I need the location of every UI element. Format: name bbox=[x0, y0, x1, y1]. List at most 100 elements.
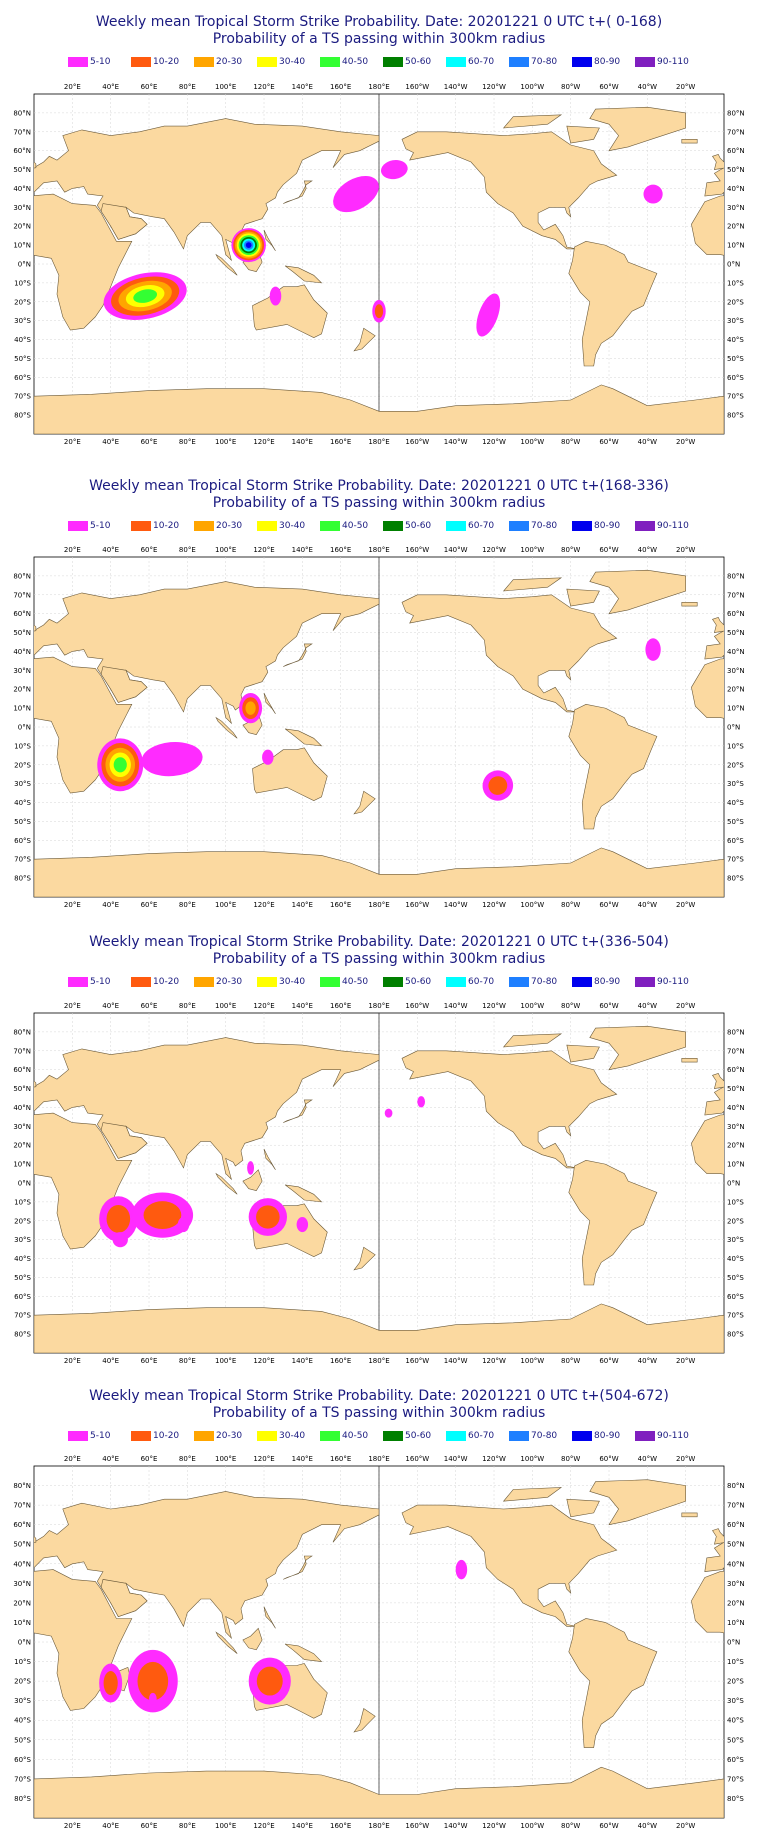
lat-tick-label: 20°S bbox=[727, 298, 744, 306]
lon-tick-label: 40°E bbox=[102, 83, 119, 91]
panel-2: Weekly mean Tropical Storm Strike Probab… bbox=[0, 456, 758, 909]
lon-tick-label: 120°E bbox=[253, 1002, 274, 1010]
lon-tick-label: 100°E bbox=[215, 83, 236, 91]
lat-tick-label: 50°S bbox=[14, 1274, 31, 1282]
lat-tick-label: 0°N bbox=[18, 724, 31, 732]
legend-label: 50-60 bbox=[405, 521, 432, 531]
lon-tick-label: 60°W bbox=[599, 1002, 618, 1010]
lat-tick-label: 60°S bbox=[14, 374, 31, 382]
panel-4: Weekly mean Tropical Storm Strike Probab… bbox=[0, 1368, 758, 1838]
legend-label: 20-30 bbox=[216, 977, 243, 987]
lon-tick-label: 60°W bbox=[599, 546, 618, 554]
lon-tick-label: 60°E bbox=[141, 438, 158, 446]
axis-labels: 20°E 20°E 40°E 40°E 60°E 60°E 80°E 80°E 100°E 100… bbox=[13, 1455, 744, 1830]
legend-swatch bbox=[572, 977, 592, 987]
legend-label: 20-30 bbox=[216, 1431, 243, 1441]
lat-tick-label: 70°S bbox=[727, 393, 744, 401]
lon-tick-label: 140°E bbox=[292, 83, 313, 91]
lat-tick-label: 20°S bbox=[727, 1217, 744, 1225]
storm-probability-area bbox=[97, 738, 144, 792]
legend-swatch bbox=[383, 1431, 403, 1441]
lon-tick-label: 120°E bbox=[253, 438, 274, 446]
lon-tick-label: 80°E bbox=[179, 1455, 196, 1463]
lat-tick-label: 60°N bbox=[727, 1521, 745, 1529]
lon-tick-label: 160°W bbox=[405, 438, 429, 446]
contour bbox=[296, 1216, 309, 1233]
lat-tick-label: 10°N bbox=[13, 242, 31, 250]
contour bbox=[256, 1666, 283, 1696]
contour bbox=[476, 293, 501, 337]
lat-tick-label: 40°N bbox=[13, 185, 31, 193]
landmass bbox=[568, 1618, 658, 1748]
lat-tick-label: 20°N bbox=[13, 1142, 31, 1150]
lon-tick-label: 20°E bbox=[64, 1822, 81, 1830]
lon-tick-label: 60°W bbox=[599, 1455, 618, 1463]
probability-layer bbox=[99, 1096, 425, 1248]
panel-subtitle: Probability of a TS passing within 300km… bbox=[212, 31, 546, 47]
contour bbox=[141, 741, 203, 777]
lat-tick-label: 80°N bbox=[727, 109, 745, 117]
lat-tick-label: 30°S bbox=[14, 1697, 31, 1705]
lat-tick-label: 80°S bbox=[14, 875, 31, 883]
lon-tick-label: 80°E bbox=[179, 1822, 196, 1830]
legend-swatch bbox=[446, 521, 466, 531]
lon-tick-label: 40°W bbox=[638, 438, 657, 446]
legend-swatch bbox=[509, 977, 529, 987]
lon-tick-label: 180°E bbox=[368, 438, 389, 446]
map: 20°E 20°E 40°E 40°E 60°E 60°E 80°E 80°E 100°E 100… bbox=[13, 1002, 745, 1365]
landmass bbox=[681, 139, 698, 144]
landmass bbox=[712, 1073, 724, 1089]
lat-tick-label: 70°N bbox=[13, 1047, 31, 1055]
lat-tick-label: 0°N bbox=[18, 1639, 31, 1647]
landmass bbox=[691, 1570, 724, 1634]
lon-tick-label: 180°E bbox=[368, 1455, 389, 1463]
axis-labels: 20°E 20°E 40°E 40°E 60°E 60°E 80°E 80°E 100°E 100… bbox=[13, 546, 744, 909]
lon-tick-label: 40°E bbox=[102, 1002, 119, 1010]
lon-tick-label: 80°W bbox=[561, 1455, 580, 1463]
landmass bbox=[242, 1627, 263, 1651]
lat-tick-label: 20°S bbox=[727, 761, 744, 769]
landmass bbox=[34, 624, 37, 632]
lat-tick-label: 40°N bbox=[727, 1560, 745, 1568]
lat-tick-label: 10°N bbox=[727, 705, 745, 713]
legend-swatch bbox=[383, 57, 403, 67]
contour bbox=[417, 1096, 425, 1108]
land-layer bbox=[34, 106, 724, 434]
lat-tick-label: 60°N bbox=[13, 1066, 31, 1074]
lat-tick-label: 10°S bbox=[727, 742, 744, 750]
map: 20°E 20°E 40°E 40°E 60°E 60°E 80°E 80°E 100°E 100… bbox=[13, 83, 745, 446]
legend-swatch bbox=[131, 977, 151, 987]
land-layer bbox=[34, 1479, 724, 1818]
legend-label: 90-110 bbox=[657, 1431, 689, 1441]
landmass bbox=[283, 1555, 313, 1580]
legend-label: 10-20 bbox=[153, 977, 180, 987]
legend-label: 70-80 bbox=[531, 57, 558, 67]
lon-tick-label: 160°E bbox=[330, 1822, 351, 1830]
storm-probability-area bbox=[103, 272, 187, 320]
landmass bbox=[263, 1148, 276, 1170]
lat-tick-label: 50°S bbox=[727, 355, 744, 363]
lon-tick-label: 140°W bbox=[444, 438, 468, 446]
lon-tick-label: 180°E bbox=[368, 1002, 389, 1010]
landmass bbox=[215, 1631, 238, 1654]
panel-title: Weekly mean Tropical Storm Strike Probab… bbox=[95, 14, 663, 30]
landmass bbox=[263, 692, 276, 714]
lon-tick-label: 60°E bbox=[141, 546, 158, 554]
contour bbox=[149, 1692, 157, 1705]
landmass bbox=[401, 131, 618, 250]
lat-tick-label: 30°S bbox=[14, 1236, 31, 1244]
contour bbox=[381, 159, 408, 180]
lat-tick-label: 60°N bbox=[13, 1521, 31, 1529]
legend-swatch bbox=[320, 977, 340, 987]
lat-tick-label: 80°S bbox=[727, 412, 744, 420]
lat-tick-label: 30°N bbox=[727, 1123, 745, 1131]
lon-tick-label: 160°W bbox=[405, 83, 429, 91]
landmass bbox=[568, 240, 658, 367]
legend-swatch bbox=[131, 1431, 151, 1441]
landmass bbox=[712, 154, 724, 170]
lat-tick-label: 60°N bbox=[727, 1066, 745, 1074]
lon-tick-label: 180°E bbox=[368, 901, 389, 909]
lat-tick-label: 40°S bbox=[727, 336, 744, 344]
lat-tick-label: 40°S bbox=[14, 799, 31, 807]
lat-tick-label: 20°S bbox=[14, 761, 31, 769]
